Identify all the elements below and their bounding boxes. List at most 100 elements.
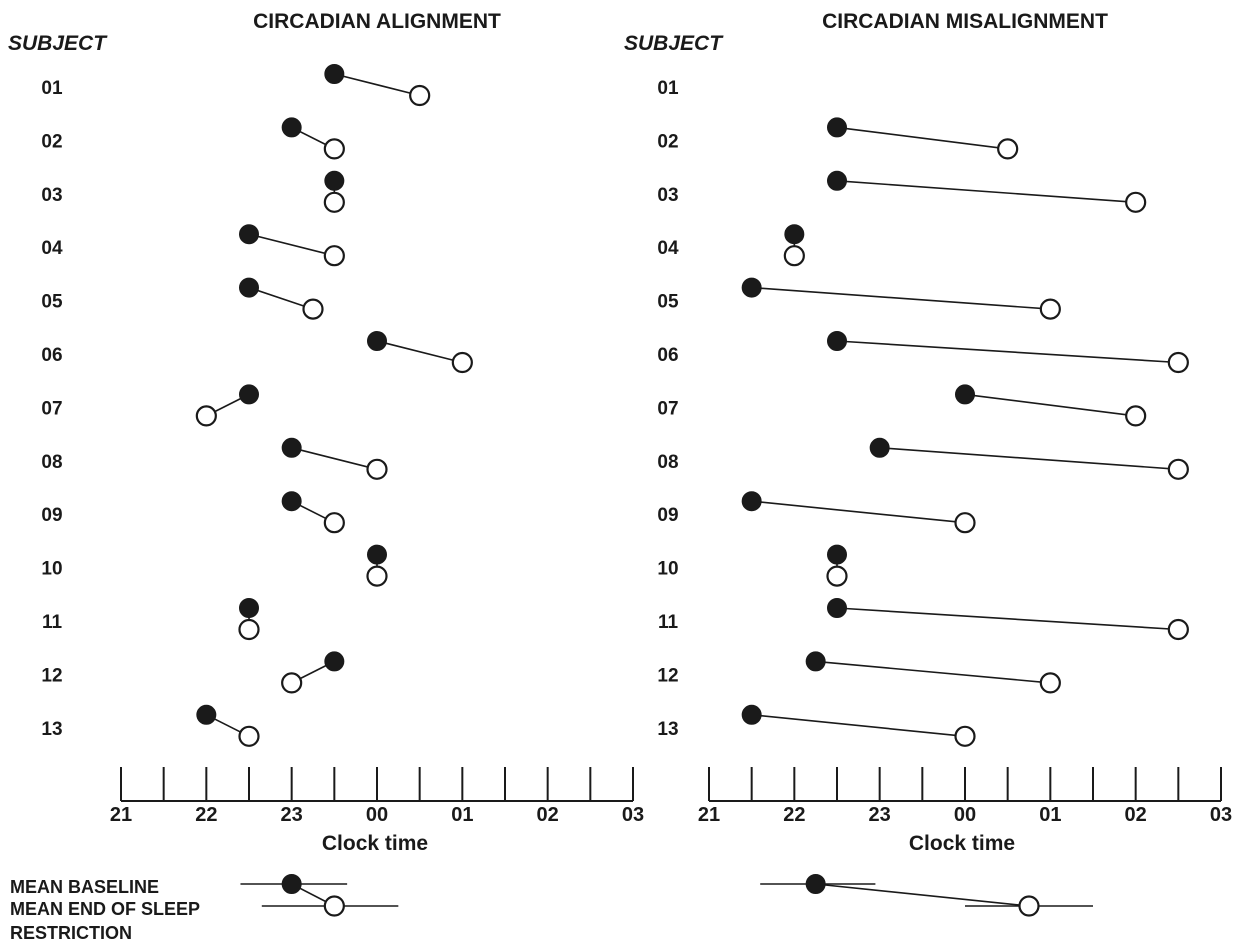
subject-label: 12 — [657, 665, 678, 686]
baseline-point-marker — [239, 598, 259, 618]
mean-end-marker — [1018, 895, 1040, 917]
subject-connector — [751, 286, 1051, 310]
panel-circadian-alignment: CIRCADIAN ALIGNMENT SUBJECT 01 02 03 04 05 06 07… — [8, 10, 644, 917]
end-point-marker — [323, 138, 345, 160]
end-point-marker — [1167, 618, 1189, 641]
baseline-point-marker — [741, 491, 762, 512]
x-tick-label: 01 — [451, 804, 473, 826]
legend: MEAN BASELINE MEAN END OF SLEEP RESTRICT… — [10, 877, 200, 943]
subject-label: 11 — [658, 612, 679, 633]
end-point-marker — [302, 298, 324, 320]
baseline-point-marker — [196, 704, 217, 725]
end-point-marker — [1039, 298, 1061, 320]
subject-label: 11 — [42, 612, 63, 633]
subject-connector — [291, 447, 378, 471]
subject-label: 10 — [657, 559, 678, 580]
baseline-point-marker — [281, 117, 302, 138]
end-point-marker — [409, 84, 431, 107]
subject-label: 06 — [657, 345, 678, 366]
baseline-point-marker — [281, 437, 302, 458]
baseline-point-marker — [367, 544, 387, 565]
baseline-point-marker — [281, 491, 302, 512]
end-point-marker — [954, 512, 976, 534]
subject-header: SUBJECT — [624, 32, 724, 55]
panel-circadian-misalignment: CIRCADIAN MISALIGNMENT SUBJECT 01 02 03 04 05 0… — [624, 10, 1232, 917]
baseline-point-marker — [869, 437, 890, 458]
subject-connector — [248, 233, 335, 257]
chart-title: CIRCADIAN MISALIGNMENT — [822, 10, 1108, 33]
x-tick-label: 23 — [281, 804, 303, 826]
baseline-point-marker — [827, 544, 847, 565]
subject-header: SUBJECT — [8, 32, 108, 55]
subject-connector — [751, 714, 966, 738]
subject-connector — [836, 126, 1008, 150]
x-tick-label: 00 — [366, 804, 388, 826]
subject-connector — [836, 607, 1179, 631]
baseline-point-marker — [324, 64, 345, 84]
baseline-point-marker — [239, 224, 259, 245]
subject-label: 04 — [657, 238, 679, 259]
chart-title: CIRCADIAN ALIGNMENT — [253, 10, 501, 33]
subject-label: 09 — [657, 505, 678, 526]
baseline-point-marker — [239, 277, 259, 298]
baseline-point-marker — [741, 704, 762, 725]
x-tick-label: 21 — [698, 804, 720, 826]
mean-connector — [815, 883, 1030, 907]
subject-label: 06 — [41, 345, 62, 366]
baseline-point-marker — [324, 170, 345, 191]
legend-end-label: MEAN END OF SLEEP — [10, 899, 200, 919]
mean-baseline-marker — [281, 874, 302, 894]
x-axis-label: Clock time — [909, 832, 1015, 855]
subject-label: 02 — [657, 131, 678, 152]
end-point-marker — [238, 725, 260, 747]
x-tick-label: 22 — [783, 804, 805, 826]
baseline-point-marker — [827, 331, 847, 351]
x-tick-label: 03 — [622, 804, 644, 826]
baseline-point-marker — [827, 170, 847, 191]
end-point-marker — [323, 245, 345, 267]
mean-end-marker — [323, 895, 345, 917]
end-point-marker — [783, 245, 805, 267]
x-tick-label: 02 — [1125, 804, 1147, 826]
legend-end-label-cont: RESTRICTION — [10, 923, 132, 943]
subject-label: 12 — [41, 665, 62, 686]
x-tick-label: 21 — [110, 804, 132, 826]
x-tick-label: 03 — [1210, 804, 1232, 826]
baseline-point-marker — [239, 384, 259, 405]
baseline-point-marker — [367, 331, 387, 351]
subject-label: 01 — [41, 78, 63, 99]
subject-label: 04 — [41, 238, 63, 259]
subject-connector — [334, 73, 420, 97]
x-tick-label: 02 — [537, 804, 559, 826]
end-point-marker — [997, 138, 1019, 160]
end-point-marker — [281, 672, 303, 694]
baseline-point-marker — [827, 598, 847, 618]
legend-baseline-label: MEAN BASELINE — [10, 877, 159, 897]
subject-connector — [964, 393, 1136, 417]
subject-connector — [751, 500, 966, 524]
subject-connector — [376, 340, 463, 364]
x-axis-label: Clock time — [322, 832, 428, 855]
baseline-point-marker — [805, 651, 826, 672]
subject-label: 03 — [41, 185, 62, 206]
x-tick-label: 23 — [869, 804, 891, 826]
subject-connector — [248, 286, 314, 310]
end-point-marker — [1125, 191, 1147, 213]
subject-label: 13 — [41, 719, 62, 740]
subject-label: 03 — [657, 185, 678, 206]
x-tick-label: 01 — [1039, 804, 1061, 826]
subject-label: 07 — [657, 398, 678, 419]
end-point-marker — [366, 458, 388, 480]
baseline-point-marker — [827, 117, 847, 138]
subject-label: 07 — [41, 398, 62, 419]
subject-label: 09 — [41, 505, 62, 526]
end-point-marker — [366, 565, 388, 587]
end-point-marker — [1039, 672, 1061, 694]
end-point-marker — [323, 512, 345, 534]
subject-connector — [815, 660, 1051, 684]
subject-label: 02 — [41, 131, 62, 152]
subject-label: 01 — [657, 78, 679, 99]
x-tick-label: 22 — [195, 804, 217, 826]
baseline-point-marker — [955, 384, 975, 405]
